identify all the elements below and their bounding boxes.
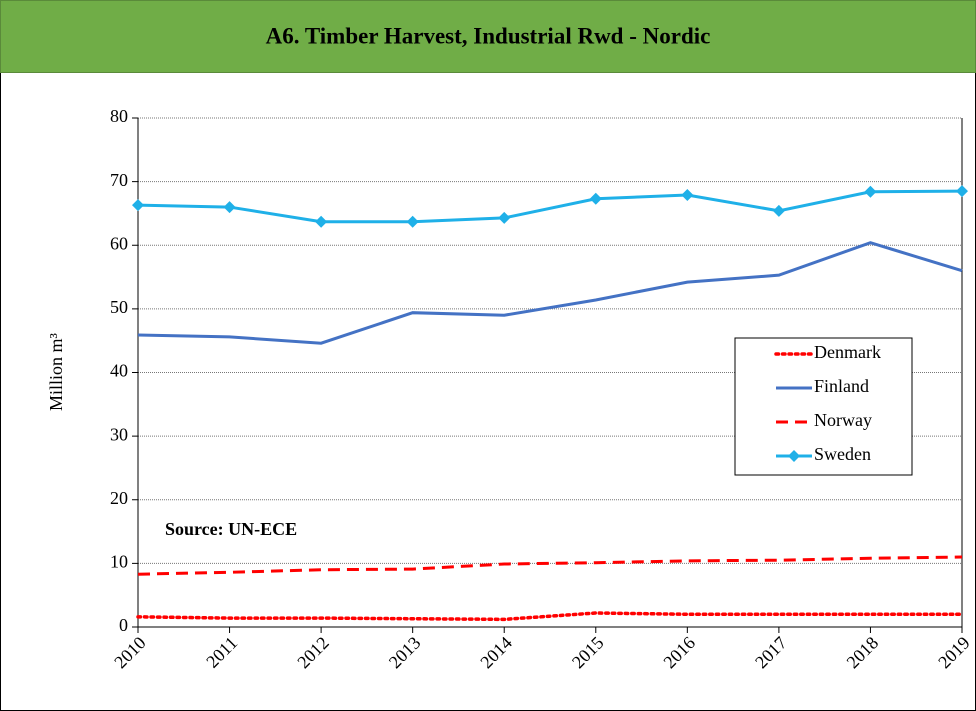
legend-box (734, 337, 913, 476)
series-line (136, 611, 964, 622)
y-tick-label: 30 (110, 424, 128, 444)
marker (681, 188, 694, 201)
annotation: Source: UN-ECE (165, 519, 297, 539)
y-tick-label: 40 (110, 361, 128, 381)
marker (772, 204, 785, 217)
marker (132, 199, 144, 212)
marker (223, 201, 236, 214)
series-line (137, 189, 963, 224)
y-tick-label: 20 (110, 488, 128, 508)
marker (956, 185, 968, 198)
y-tick-label: 70 (110, 170, 128, 190)
legend: Denmark Finland Norway Sweden (734, 337, 913, 476)
series-line (137, 555, 963, 576)
marker (788, 450, 800, 462)
header-band (0, 0, 976, 73)
marker (498, 211, 511, 224)
y-tick-label: 50 (110, 297, 128, 317)
y-axis-label: Million m³ (46, 332, 66, 411)
legend-label: Denmark (814, 342, 881, 362)
y-tick-label: 10 (110, 552, 128, 572)
legend-label: Norway (814, 410, 872, 430)
legend-label: Finland (814, 376, 869, 396)
y-tick-label: 0 (119, 615, 128, 635)
legend-label: Sweden (814, 444, 871, 464)
marker (315, 215, 328, 228)
y-tick-label: 80 (110, 106, 128, 126)
chart-title: A6. Timber Harvest, Industrial Rwd - Nor… (266, 23, 711, 48)
y-tick-label: 60 (110, 233, 128, 253)
marker (406, 215, 419, 228)
series-line (137, 241, 963, 345)
marker (864, 185, 877, 198)
marker (589, 192, 602, 205)
